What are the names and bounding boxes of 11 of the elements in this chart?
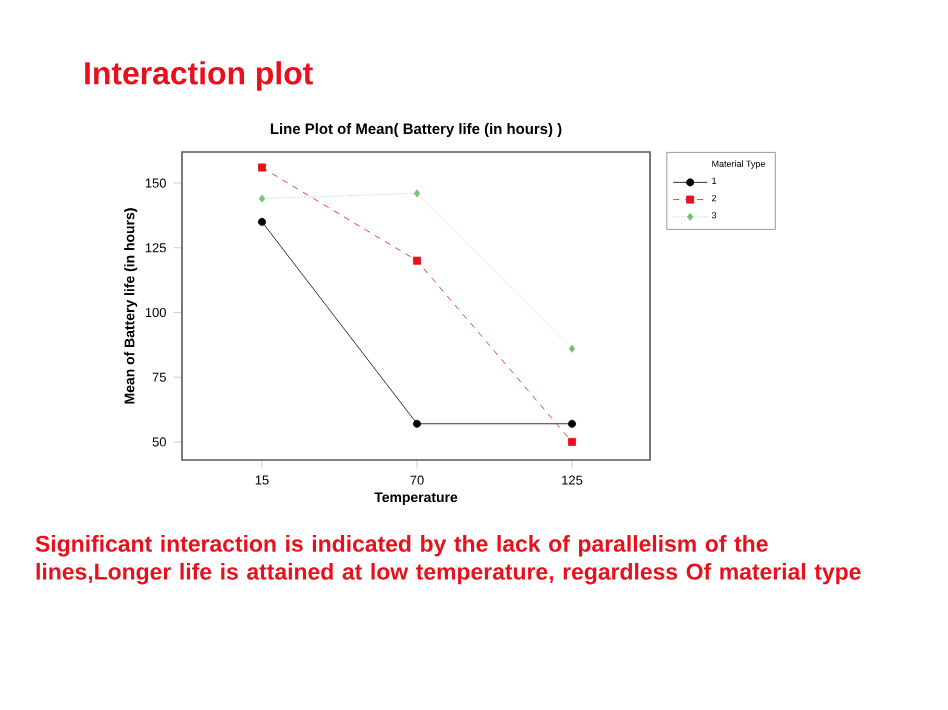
chart-title: Interaction plot [85,61,313,91]
point [258,163,266,172]
point [258,217,266,226]
point [258,194,266,203]
point [413,419,421,428]
point [413,256,421,265]
point [413,189,421,198]
point [568,437,576,446]
text: Significant interaction is indicated by the lack of parallelism of the lines,Longer life is attained at low temperature, regardless Of material type [35,535,861,585]
point [568,344,576,353]
point [568,419,576,428]
